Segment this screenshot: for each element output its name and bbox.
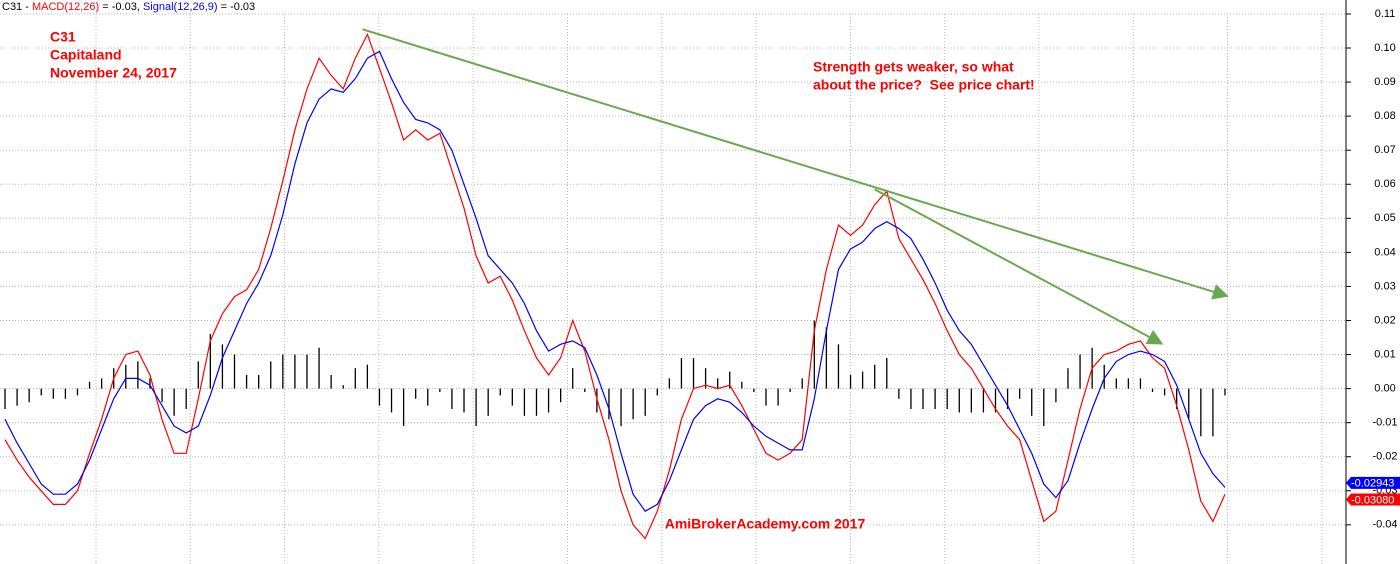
y-tick-label: 0.09 xyxy=(1374,76,1395,88)
y-tick-label: 0.11 xyxy=(1375,8,1396,20)
annotation: AmiBrokerAcademy.com 2017 xyxy=(665,516,866,532)
vertical-grid xyxy=(95,14,1323,564)
last-value-box xyxy=(1346,476,1400,489)
annotation: Strength gets weaker, so what xyxy=(813,59,1014,75)
legend-signal-value: = -0.03 xyxy=(218,1,256,13)
y-tick-label: 0.02 xyxy=(1374,314,1395,326)
annotation: Capitaland xyxy=(50,47,122,63)
y-tick-label: 0.08 xyxy=(1374,110,1395,122)
annotation: November 24, 2017 xyxy=(50,65,177,81)
y-tick-label: -0.04 xyxy=(1372,519,1397,531)
legend-macd-value: = -0.03, xyxy=(99,1,143,13)
last-value-label: -0.03080 xyxy=(1351,494,1394,506)
trend-line xyxy=(362,28,1229,300)
trend-line xyxy=(874,188,1164,345)
y-tick-label: 0.04 xyxy=(1374,246,1395,258)
y-tick-label: 0.07 xyxy=(1374,144,1395,156)
y-tick-label: 0.05 xyxy=(1374,212,1395,224)
legend-signal: Signal(12,26,9) xyxy=(143,1,218,13)
y-tick-label: 0.01 xyxy=(1374,348,1395,360)
y-tick-label: -0.02 xyxy=(1372,451,1397,463)
annotation: about the price? See price chart! xyxy=(813,77,1035,93)
annotation: C31 xyxy=(50,29,76,45)
chart-header: C31 - MACD(12,26) = -0.03, Signal(12,26,… xyxy=(2,1,255,13)
last-value-box xyxy=(1346,493,1400,506)
y-tick-label: 0.10 xyxy=(1374,42,1395,54)
series-line xyxy=(4,50,1226,512)
y-tick-label: 0.03 xyxy=(1374,280,1395,292)
last-value-label: -0.02943 xyxy=(1351,478,1394,490)
series-line xyxy=(4,32,1226,540)
y-tick-label: 0.06 xyxy=(1374,178,1395,190)
y-tick-label: 0.00 xyxy=(1374,383,1395,395)
header-prefix: C31 - xyxy=(2,1,32,13)
y-tick-label: -0.01 xyxy=(1372,417,1397,429)
legend-macd: MACD(12,26) xyxy=(32,1,99,13)
